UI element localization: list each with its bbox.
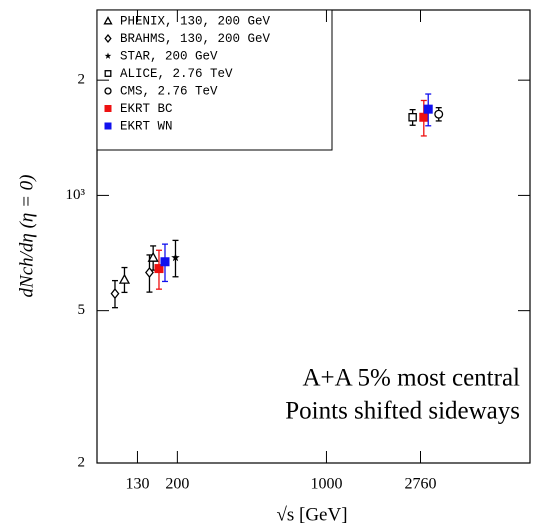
x-axis-label: √s [GeV] — [276, 504, 347, 525]
legend-label: CMS, 2.76 TeV — [120, 84, 218, 98]
point — [408, 113, 417, 122]
legend-label: EKRT WN — [120, 119, 173, 133]
point — [434, 109, 444, 119]
point — [419, 112, 429, 122]
y-tick-label: 10³ — [66, 187, 86, 203]
legend-marker — [104, 87, 112, 95]
legend-label: PHENIX, 130, 200 GeV — [120, 14, 271, 28]
legend-label: STAR, 200 GeV — [120, 49, 218, 63]
legend-marker — [103, 16, 113, 25]
legend-marker — [104, 70, 112, 77]
annotation: A+A 5% most central — [302, 365, 520, 392]
y-tick-label: 2 — [78, 454, 86, 470]
legend-label: EKRT BC — [120, 102, 173, 116]
point — [118, 273, 131, 284]
y-axis-label: dNch/dη (η = 0) — [16, 175, 37, 298]
point — [171, 253, 180, 262]
annotation: Points shifted sideways — [285, 398, 520, 425]
point — [145, 266, 154, 279]
x-tick-label: 130 — [125, 476, 149, 493]
legend-marker — [104, 33, 112, 44]
legend-label: ALICE, 2.76 TeV — [120, 67, 233, 81]
legend-label: BRAHMS, 130, 200 GeV — [120, 32, 271, 46]
legend-marker — [104, 105, 112, 112]
point — [160, 257, 170, 267]
point — [423, 104, 433, 114]
point — [147, 251, 159, 262]
x-tick-label: 1000 — [310, 476, 342, 493]
legend-box — [96, 9, 333, 151]
legend-marker — [104, 122, 112, 130]
y-tick-label: 5 — [78, 302, 86, 318]
point — [154, 264, 164, 274]
y-tick-label: 2 — [78, 72, 86, 88]
point — [110, 288, 120, 300]
x-tick-label: 200 — [165, 476, 189, 493]
legend-marker — [104, 52, 112, 59]
x-tick-label: 2760 — [405, 476, 437, 493]
